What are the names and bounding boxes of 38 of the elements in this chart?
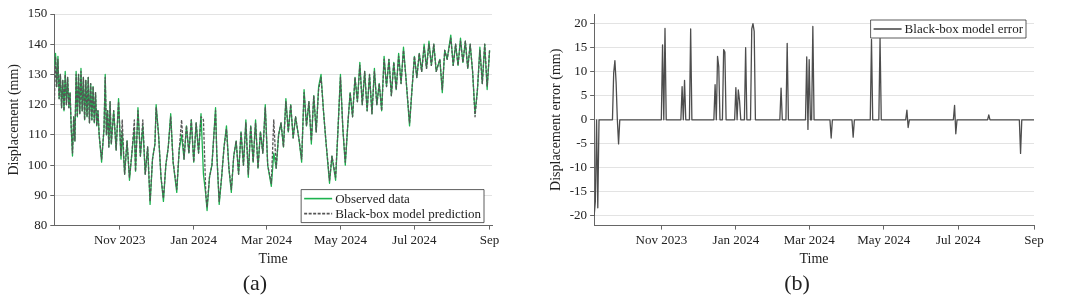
y-tick-label: 0 [580, 111, 588, 127]
x-tick-label: Jul 2024 [936, 231, 981, 247]
y-tick-label: 10 [574, 63, 588, 79]
legend-label: Black-box model prediction [335, 206, 482, 222]
y-axis-title: Displacement error (mm) [548, 48, 565, 191]
x-tick-label: Jul 2024 [392, 231, 438, 247]
x-tick-label: Sep [1024, 231, 1044, 247]
y-axis-title: Displacement (mm) [6, 63, 23, 176]
x-tick-label: May 2024 [857, 231, 911, 247]
y-tick-label: -20 [569, 207, 588, 223]
y-tick-label: 100 [27, 156, 48, 172]
x-tick-label: Sep [479, 231, 500, 247]
y-tick-label: -5 [576, 135, 588, 151]
x-axis-title: Time [258, 251, 288, 267]
legend-label: Observed data [335, 191, 411, 207]
x-tick-label: Mar 2024 [783, 231, 836, 247]
y-tick-label: 110 [28, 126, 48, 142]
y-tick-label: 140 [27, 35, 48, 51]
x-tick-label: Jan 2024 [170, 231, 218, 247]
x-tick-label: May 2024 [313, 231, 368, 247]
y-tick-label: 20 [574, 15, 588, 31]
y-tick-label: -15 [569, 183, 588, 199]
legend-label: Black-box model error [904, 21, 1024, 37]
y-tick-label: 120 [27, 96, 48, 112]
y-tick-label: 130 [27, 65, 48, 81]
y-tick-label: 5 [580, 87, 588, 103]
text: (b) [783, 270, 811, 296]
x-tick-label: Jan 2024 [712, 231, 760, 247]
y-tick-label: -10 [569, 159, 588, 175]
y-tick-label: 15 [574, 39, 588, 55]
text: (a) [241, 270, 269, 296]
y-tick-label: 150 [27, 5, 48, 21]
x-tick-label: Nov 2023 [93, 231, 146, 247]
y-tick-label: 80 [34, 217, 48, 233]
x-tick-label: Mar 2024 [241, 231, 293, 247]
y-tick-label: 90 [34, 186, 48, 202]
x-tick-label: Nov 2023 [635, 231, 688, 247]
x-axis-title: Time [799, 251, 829, 267]
